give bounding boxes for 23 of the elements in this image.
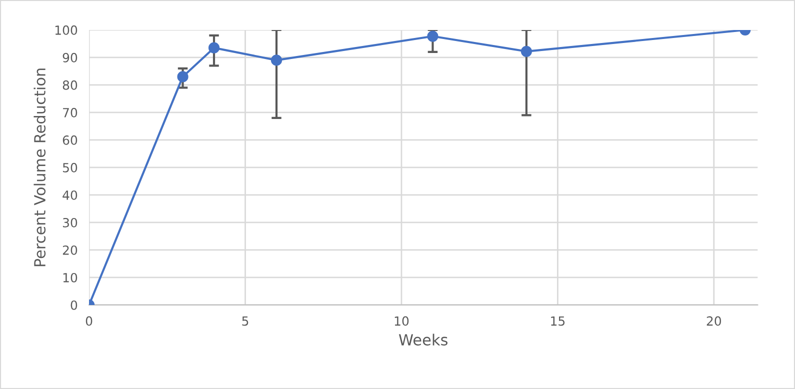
point bbox=[208, 42, 220, 54]
y-tick-label: 70 bbox=[63, 108, 78, 118]
point bbox=[520, 46, 532, 57]
point bbox=[427, 30, 438, 42]
x-axis-title: Weeks bbox=[398, 334, 448, 346]
x-tick-label: 5 bbox=[242, 316, 248, 326]
y-tick-label: 20 bbox=[62, 245, 78, 255]
x-tick-label: 20 bbox=[706, 316, 722, 326]
y-tick-label: 60 bbox=[62, 135, 78, 145]
y-tick-label: 50 bbox=[62, 162, 78, 172]
x-tick-label: 15 bbox=[551, 316, 565, 326]
point bbox=[177, 71, 188, 82]
y-tick-label: 40 bbox=[62, 190, 78, 200]
y-tick-label: 10 bbox=[63, 272, 78, 282]
y-axis-title: Percent Volume Reduction bbox=[34, 68, 46, 266]
y-tick-label: 30 bbox=[62, 218, 78, 228]
y-tick-label: 80 bbox=[62, 80, 78, 90]
point bbox=[270, 54, 282, 66]
y-tick-label: 90 bbox=[62, 52, 78, 62]
x-tick-label: 0 bbox=[86, 316, 92, 326]
x-tick-label: 10 bbox=[394, 316, 409, 326]
y-tick-label: 0 bbox=[70, 300, 78, 310]
y-tick-label: 100 bbox=[55, 25, 78, 35]
